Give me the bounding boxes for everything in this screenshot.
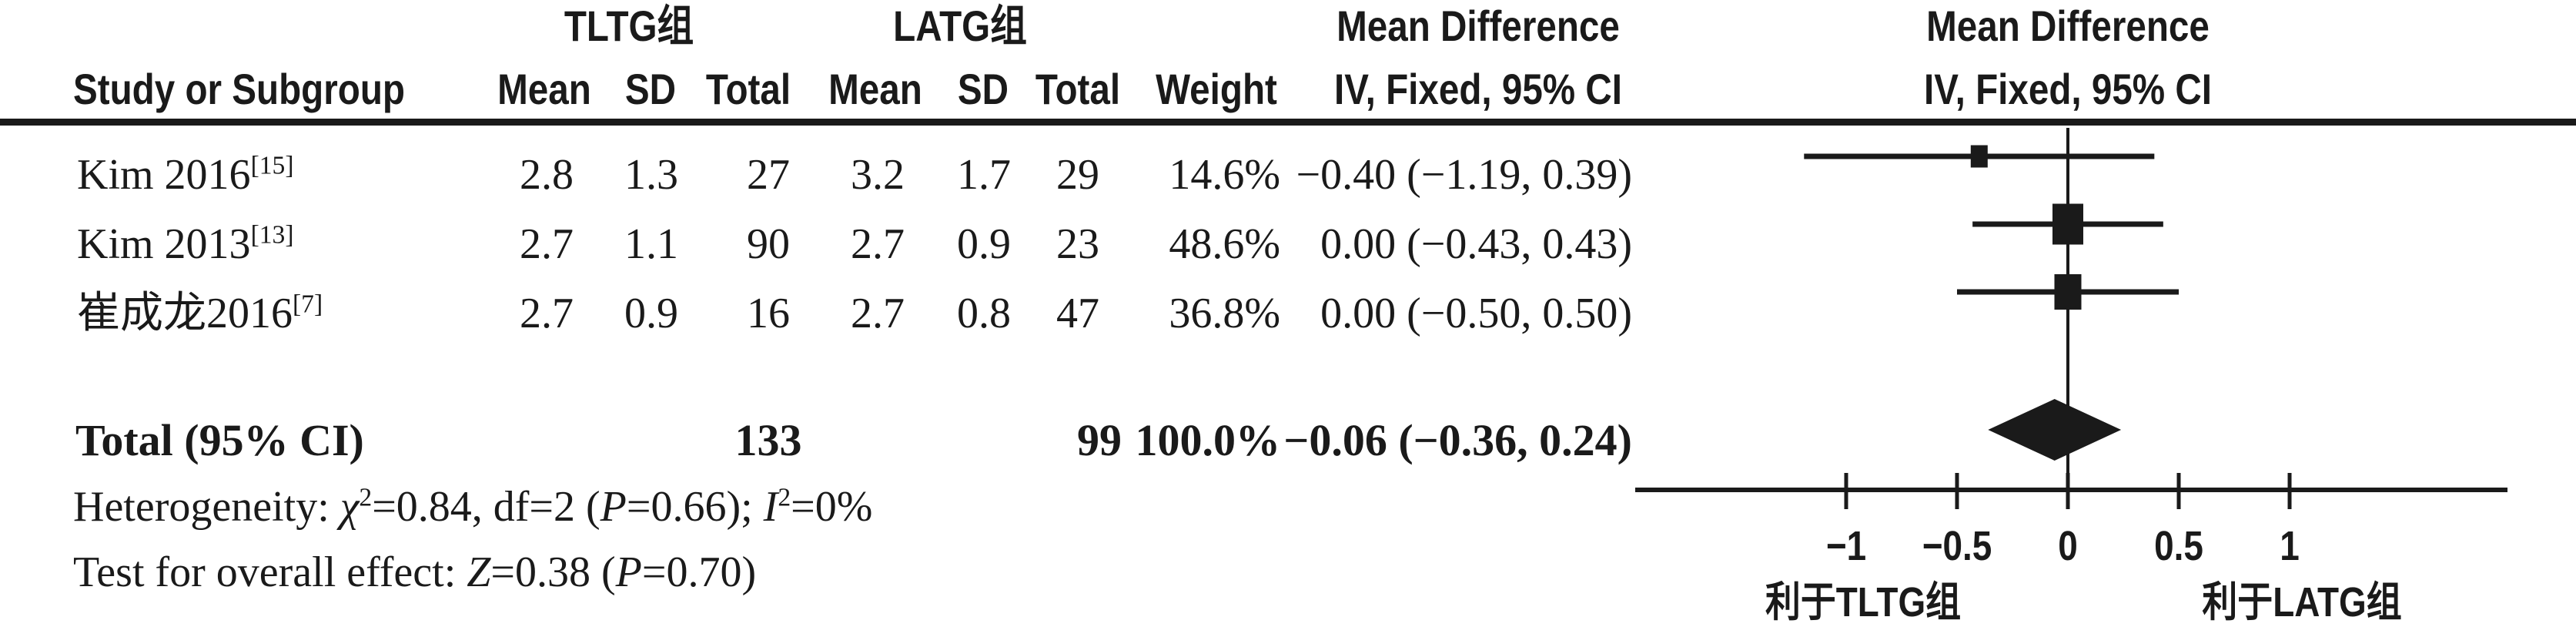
plot-header-ci: IV, Fixed, 95% CI — [1924, 65, 2212, 113]
total-row-weight: 100.0% — [1135, 415, 1281, 465]
text-segment: =0.70) — [641, 548, 757, 596]
cell-sd2: 0.8 — [957, 290, 1011, 337]
total-row-label: Total (95% CI) — [75, 415, 364, 465]
text-segment: Z — [467, 548, 491, 596]
text-segment: 2 — [359, 483, 373, 512]
cell-mean1: 2.7 — [520, 220, 574, 268]
overall-effect-text: Test for overall effect: Z=0.38 (P=0.70) — [73, 546, 756, 598]
effect-header-title: Mean Difference — [1337, 2, 1620, 50]
text-segment: P — [615, 548, 642, 596]
cell-mean2: 2.7 — [851, 290, 905, 337]
study-label: 崔成龙2016[7] — [77, 287, 323, 340]
column-header-study: Study or Subgroup — [73, 65, 406, 113]
study-name: Kim 2016 — [77, 151, 251, 199]
study-name: Kim 2013 — [77, 220, 251, 268]
cell-mean2: 2.7 — [851, 220, 905, 268]
plot-header-title: Mean Difference — [1926, 2, 2210, 50]
column-header-weight: Weight — [1156, 65, 1277, 113]
group1-header: TLTG组 — [564, 2, 694, 50]
axis-tick-label: −1 — [1825, 523, 1867, 569]
cell-weight: 36.8% — [1169, 290, 1280, 337]
text-segment: 2 — [778, 483, 791, 512]
cell-weight: 14.6% — [1169, 151, 1280, 199]
text-segment: Test for overall effect: — [73, 548, 467, 596]
text-segment: I — [763, 483, 778, 531]
weight-square — [1970, 145, 1988, 168]
column-header-sd-tltg: SD — [624, 65, 677, 113]
cell-ci: −0.40 (−1.19, 0.39) — [1296, 151, 1632, 199]
group2-header: LATG组 — [893, 2, 1027, 50]
axis-tick-label: 1 — [2280, 523, 2300, 569]
cell-mean1: 2.7 — [520, 290, 574, 337]
text-segment: P — [600, 483, 627, 531]
cell-mean1: 2.8 — [520, 151, 574, 199]
favors-left-label: 利于TLTG组 — [1765, 579, 1962, 625]
axis-tick-label: 0 — [2058, 523, 2078, 569]
cell-sd1: 1.3 — [624, 151, 678, 199]
header-divider-line — [0, 119, 2576, 126]
text-segment: Heterogeneity: — [73, 483, 340, 531]
weight-square — [2054, 274, 2082, 310]
heterogeneity-text: Heterogeneity: χ2=0.84, df=2 (P=0.66); I… — [73, 481, 872, 533]
total-row-latg-total: 99 — [1077, 415, 1122, 465]
column-header-total-latg: Total — [1035, 65, 1121, 113]
cell-total2: 29 — [1056, 151, 1099, 199]
text-segment: =0.38 ( — [490, 548, 616, 596]
cell-sd1: 1.1 — [624, 220, 678, 268]
axis-tick-label: −0.5 — [1922, 523, 1992, 569]
text-segment: χ — [340, 483, 360, 531]
study-name: 崔成龙2016 — [77, 290, 293, 337]
favors-right-label: 利于LATG组 — [2202, 579, 2402, 625]
cell-total1: 90 — [747, 220, 790, 268]
total-row-tltg-total: 133 — [734, 415, 802, 465]
cell-sd2: 0.9 — [957, 220, 1011, 268]
cell-ci: 0.00 (−0.43, 0.43) — [1320, 220, 1632, 268]
study-reference: [13] — [250, 220, 294, 250]
cell-sd1: 0.9 — [624, 290, 678, 337]
pooled-diamond — [1988, 399, 2122, 461]
cell-total1: 16 — [747, 290, 790, 337]
column-header-sd-latg: SD — [957, 65, 1009, 113]
study-reference: [15] — [250, 151, 294, 180]
cell-total2: 23 — [1056, 220, 1099, 268]
cell-weight: 48.6% — [1169, 220, 1280, 268]
column-header-ci: IV, Fixed, 95% CI — [1334, 65, 1622, 113]
cell-ci: 0.00 (−0.50, 0.50) — [1320, 290, 1632, 337]
axis-tick-label: 0.5 — [2154, 523, 2203, 569]
total-row-ci: −0.06 (−0.36, 0.24) — [1283, 415, 1632, 465]
text-segment: =0.84, df=2 ( — [372, 483, 601, 531]
study-reference: [7] — [293, 290, 323, 319]
text-segment: =0% — [791, 483, 873, 531]
cell-total1: 27 — [747, 151, 790, 199]
text-segment: =0.66); — [626, 483, 764, 531]
study-label: Kim 2016[15] — [77, 149, 294, 201]
cell-mean2: 3.2 — [851, 151, 905, 199]
cell-sd2: 1.7 — [957, 151, 1011, 199]
cell-total2: 47 — [1056, 290, 1099, 337]
study-label: Kim 2013[13] — [77, 218, 294, 270]
column-header-mean-latg: Mean — [828, 65, 922, 113]
column-header-mean-tltg: Mean — [497, 65, 591, 113]
weight-square — [2052, 203, 2083, 245]
column-header-total-tltg: Total — [705, 65, 791, 113]
